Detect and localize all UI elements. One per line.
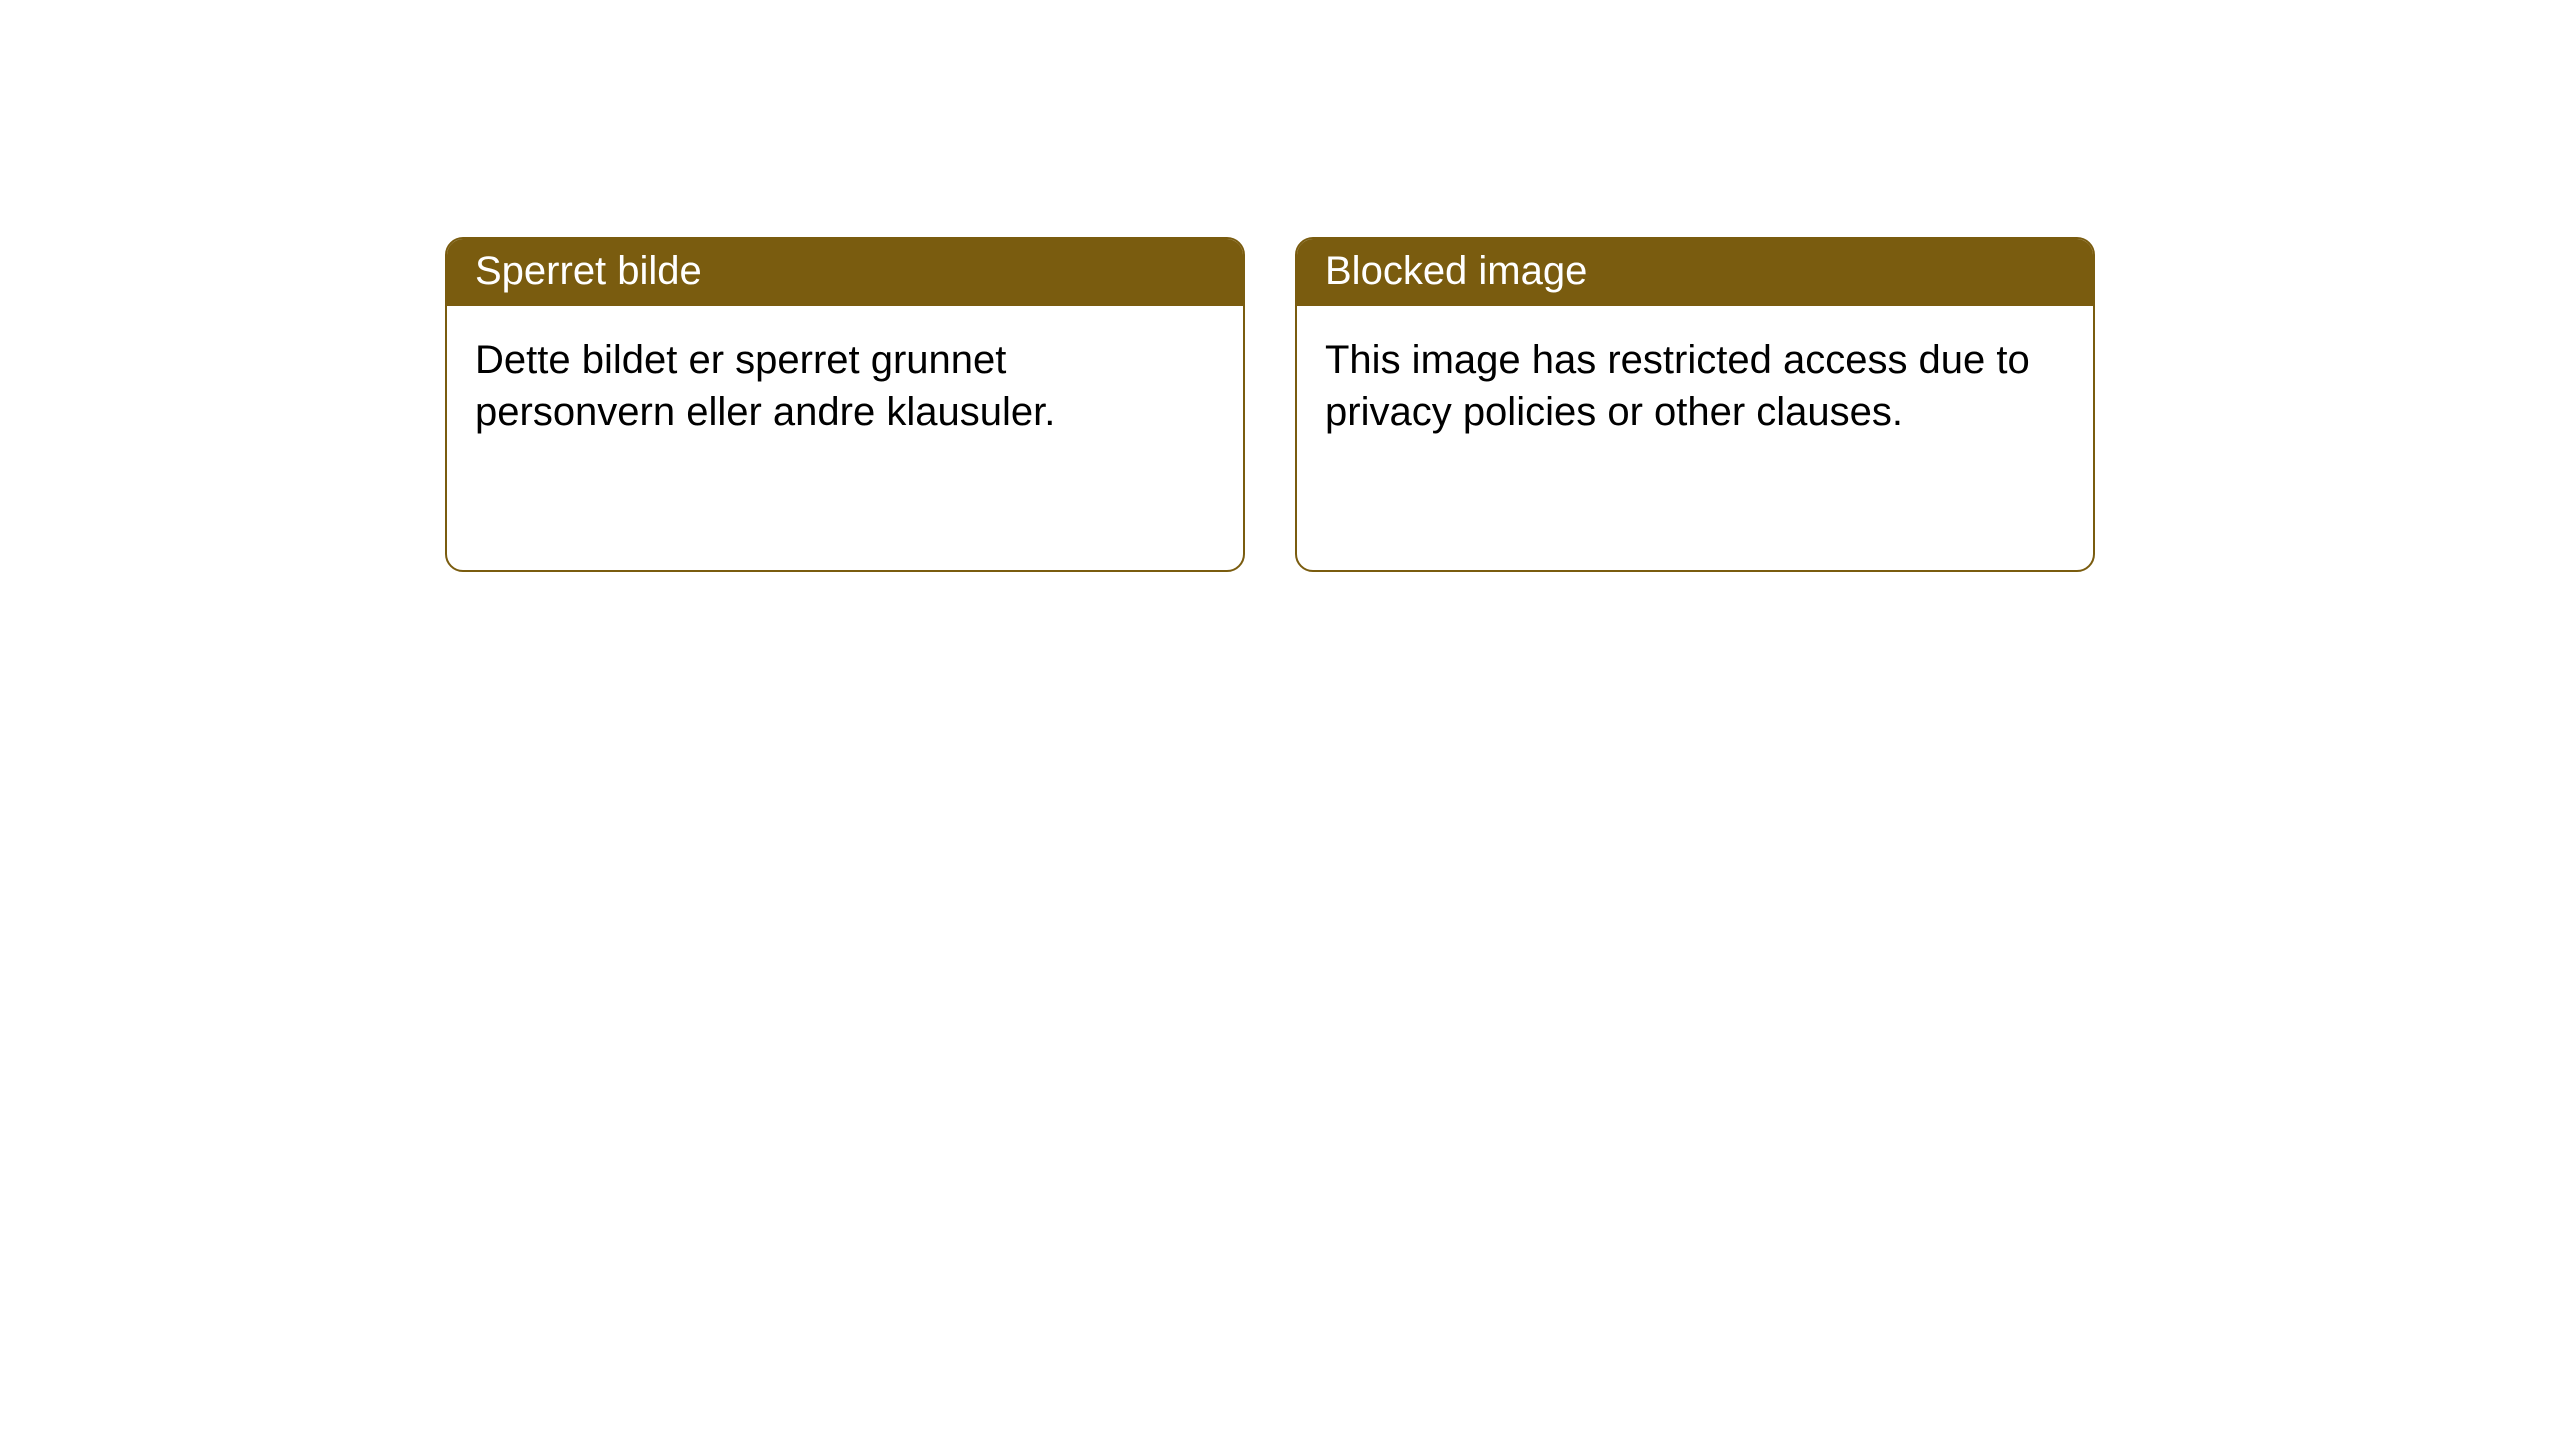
- notice-title-norwegian: Sperret bilde: [447, 239, 1243, 306]
- notice-box-english: Blocked image This image has restricted …: [1295, 237, 2095, 572]
- notice-body-english: This image has restricted access due to …: [1297, 306, 2093, 466]
- notice-body-norwegian: Dette bildet er sperret grunnet personve…: [447, 306, 1243, 466]
- notice-box-norwegian: Sperret bilde Dette bildet er sperret gr…: [445, 237, 1245, 572]
- notice-container: Sperret bilde Dette bildet er sperret gr…: [0, 0, 2560, 572]
- notice-title-english: Blocked image: [1297, 239, 2093, 306]
